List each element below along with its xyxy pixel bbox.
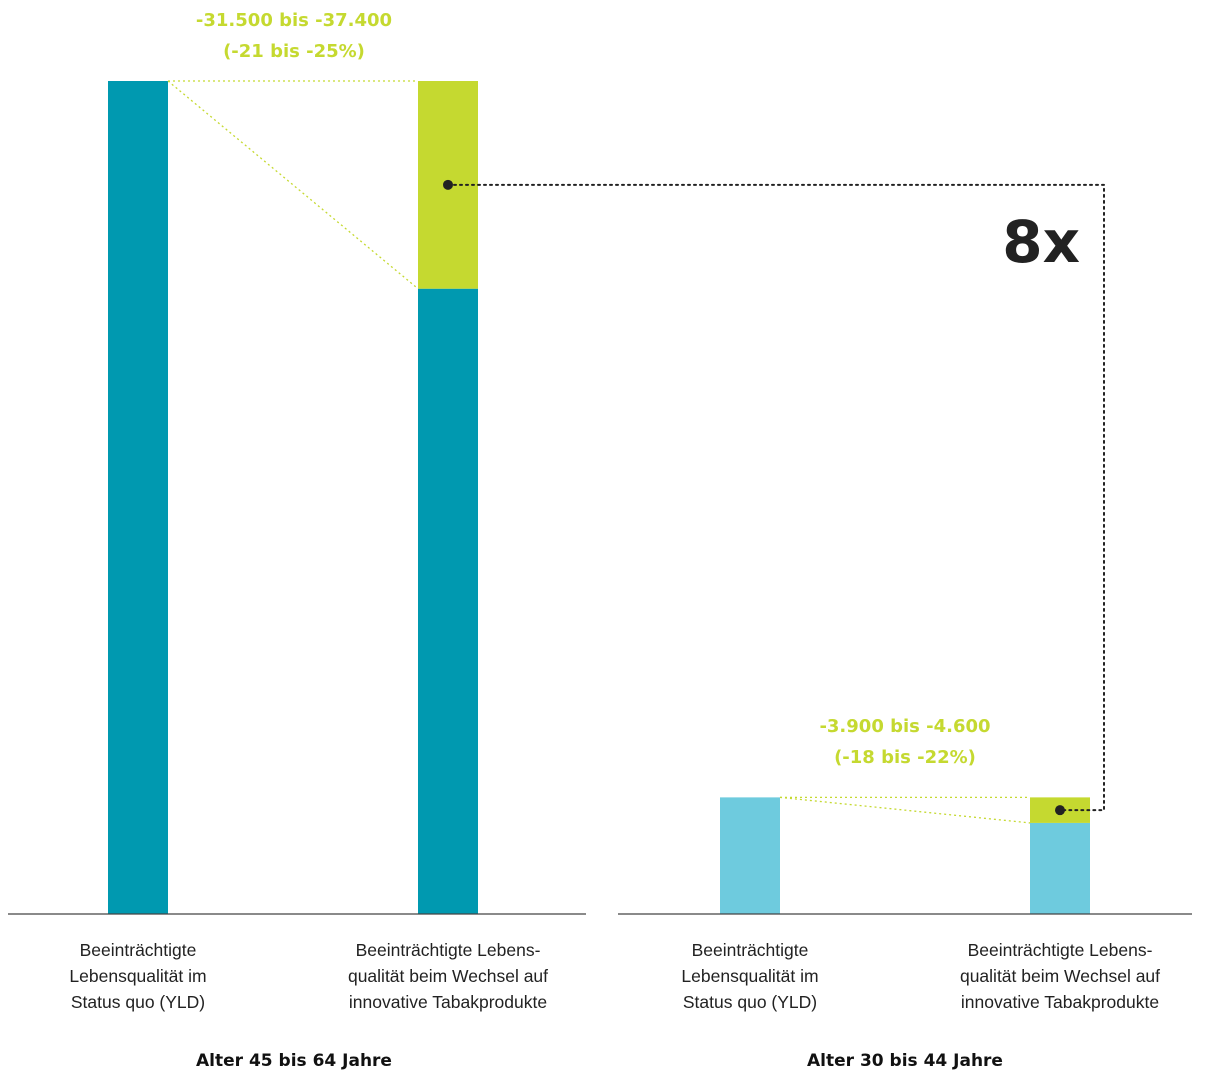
guide-bottom-2 xyxy=(779,796,1031,824)
group-label-45-64: Alter 45 bis 64 Jahre xyxy=(196,1051,392,1071)
tick-label: innovative Tabakprodukte xyxy=(349,992,547,1012)
tick-label: qualität beim Wechsel auf xyxy=(348,966,548,986)
guide-bottom-1 xyxy=(167,80,419,290)
reduction-label-left-line1: -31.500 bis -37.400 xyxy=(196,10,392,31)
factor-connector xyxy=(447,183,1105,812)
factor-dot-2 xyxy=(1055,805,1065,816)
tick-label: Beeinträchtigte xyxy=(692,940,809,960)
tick-label: Lebensqualität im xyxy=(69,966,206,986)
group-label-30-44: Alter 30 bis 44 Jahre xyxy=(807,1051,1003,1071)
tick-label: Beeinträchtigte xyxy=(80,940,197,960)
tick-label: Beeinträchtigte Lebens- xyxy=(968,940,1153,960)
reduction-label-right-line1: -3.900 bis -4.600 xyxy=(819,716,990,737)
reduction-label-left-line2: (-21 bis -25%) xyxy=(223,41,365,62)
category-label-g2-switch: Beeinträchtigte Lebens- qualität beim We… xyxy=(960,940,1160,1012)
bar-status-quo-1 xyxy=(108,81,168,914)
bar-switch-remaining-2 xyxy=(1030,822,1090,914)
guides-layer xyxy=(167,80,1105,824)
bar-switch-remaining-1 xyxy=(418,288,478,914)
category-label-g2-status-quo: Beeinträchtigte Lebensqualität im Status… xyxy=(681,940,818,1012)
category-label-g1-status-quo: Beeinträchtigte Lebensqualität im Status… xyxy=(69,940,206,1012)
bars-layer xyxy=(108,81,1090,914)
tick-label: Lebensqualität im xyxy=(681,966,818,986)
category-label-g1-switch: Beeinträchtigte Lebens- qualität beim We… xyxy=(348,940,548,1012)
factor-label: 8x xyxy=(1002,208,1080,276)
tick-label: Status quo (YLD) xyxy=(683,992,817,1012)
factor-dot-1 xyxy=(443,179,453,190)
tick-label: Status quo (YLD) xyxy=(71,992,205,1012)
tick-label: qualität beim Wechsel auf xyxy=(960,966,1160,986)
reduction-label-right-line2: (-18 bis -22%) xyxy=(834,747,976,768)
bar-status-quo-2 xyxy=(720,797,780,914)
tick-label: Beeinträchtigte Lebens- xyxy=(356,940,541,960)
tick-label: innovative Tabakprodukte xyxy=(961,992,1159,1012)
